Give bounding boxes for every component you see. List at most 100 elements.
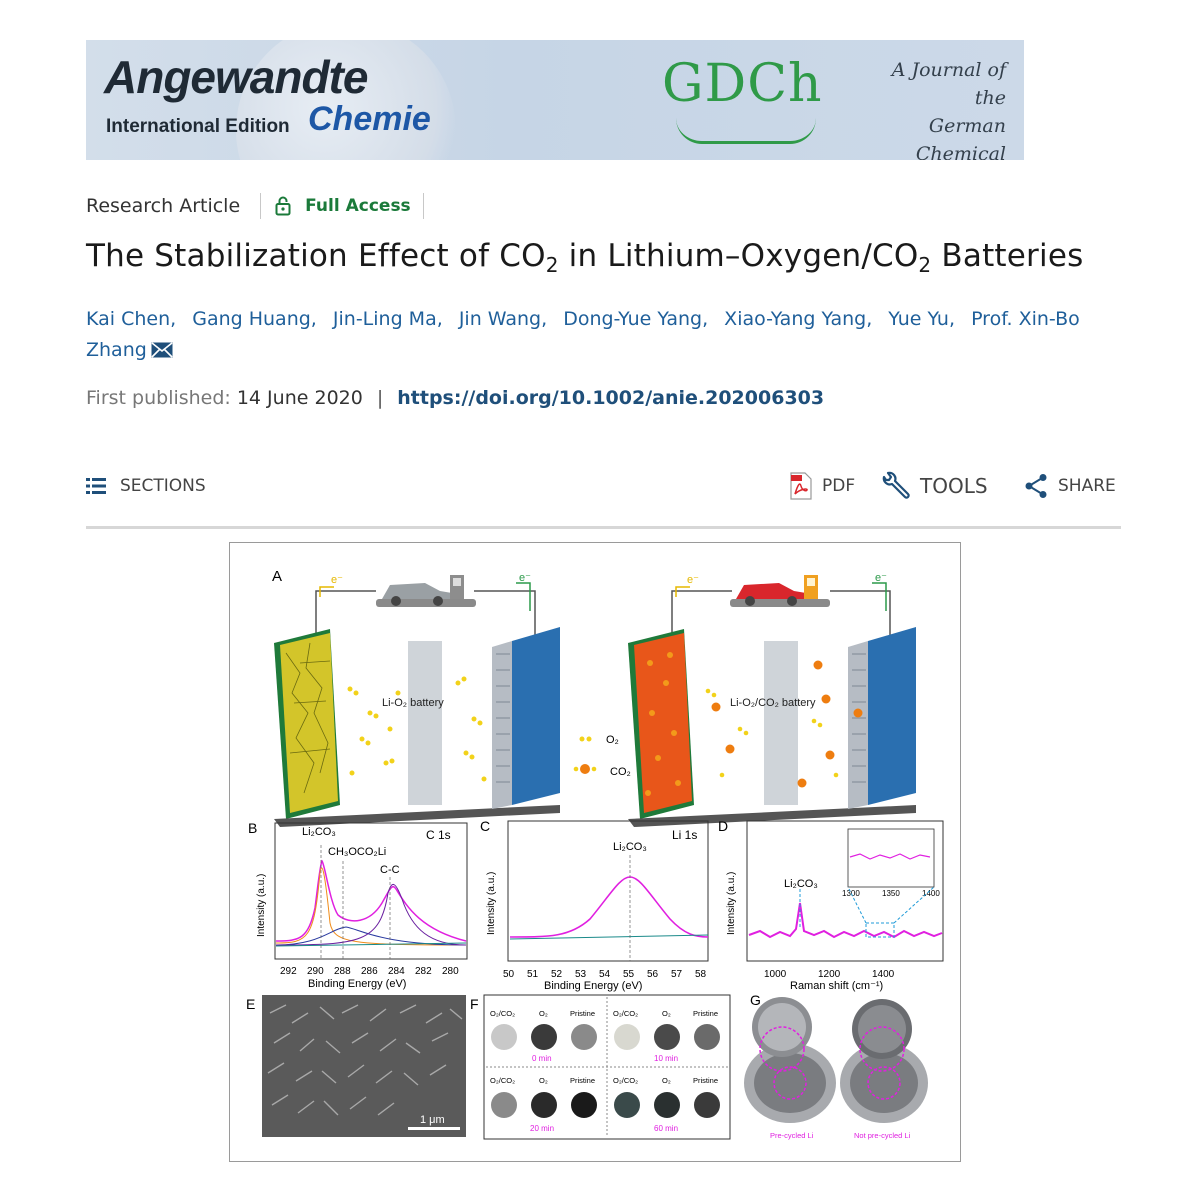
left-battery-label: Li-O₂ battery <box>382 697 444 709</box>
electron-label: e⁻ <box>875 572 887 584</box>
legend-co2: CO₂ <box>610 766 631 778</box>
tools-label: TOOLS <box>920 474 988 498</box>
svg-text:290: 290 <box>307 966 324 977</box>
svg-text:1350: 1350 <box>882 889 900 898</box>
svg-text:282: 282 <box>415 966 432 977</box>
svg-text:51: 51 <box>527 969 539 980</box>
svg-text:1400: 1400 <box>872 969 895 980</box>
banner-globe-graphic <box>236 40 456 160</box>
y-axis-label: Intensity (a.u.) <box>726 872 737 935</box>
first-published-date: 14 June 2020 <box>236 387 363 409</box>
x-tick-labels: 1000 1200 1400 <box>764 969 895 980</box>
access-label: Full Access <box>305 196 411 216</box>
figure-panel-g: G Pre-cycled Li Not pre-cycled Li <box>744 992 928 1140</box>
panel-letter-d: D <box>718 818 728 834</box>
x-tick-labels: 292 290 288 286 284 282 280 <box>280 966 459 977</box>
author-link[interactable]: Prof. Xin-Bo Zhang <box>86 308 1080 361</box>
journal-edition: International Edition <box>106 116 290 137</box>
tools-button[interactable]: TOOLS <box>880 466 988 506</box>
envelope-icon[interactable] <box>151 342 173 358</box>
author-link[interactable]: Yue Yu, <box>888 308 956 330</box>
separator: | <box>376 387 384 409</box>
electron-label: e⁻ <box>519 572 531 584</box>
peak-label: C-C <box>380 864 400 876</box>
electron-label: e⁻ <box>687 574 699 586</box>
pdf-button[interactable]: PDF <box>790 466 855 506</box>
doi-link[interactable]: https://doi.org/10.1002/anie.202006303 <box>397 387 825 409</box>
article-meta-row: Research Article Full Access <box>86 190 424 222</box>
x-axis-label: Binding Energy (eV) <box>544 980 642 992</box>
svg-text:1400: 1400 <box>922 889 940 898</box>
figure-panel-d: D Li₂CO₃ 1300 1350 1400 Intensity (a.u.)… <box>718 818 944 992</box>
author-link[interactable]: Xiao-Yang Yang, <box>724 308 873 330</box>
graphical-abstract-figure[interactable]: A e⁻ e⁻ <box>229 542 961 1162</box>
peak-label: Li₂CO₃ <box>784 878 818 890</box>
svg-text:O₂/CO₂: O₂/CO₂ <box>490 1009 515 1018</box>
svg-text:Pristine: Pristine <box>693 1009 718 1018</box>
unlock-icon <box>275 196 291 216</box>
toolbar-divider <box>86 526 1121 529</box>
time-labels: 0 min 10 min 20 min 60 min <box>530 1054 678 1133</box>
list-icon <box>86 478 106 494</box>
panel-letter-b: B <box>248 820 257 836</box>
svg-text:56: 56 <box>647 969 659 980</box>
svg-text:Pristine: Pristine <box>570 1076 595 1085</box>
svg-text:0 min: 0 min <box>532 1054 552 1063</box>
first-published-label: First published: <box>86 387 231 409</box>
panel-letter-c: C <box>480 818 490 834</box>
author-link[interactable]: Jin Wang, <box>458 308 548 330</box>
svg-text:O₂: O₂ <box>539 1076 548 1085</box>
scalebar-label: 1 μm <box>420 1114 445 1126</box>
x-axis-label: Binding Energy (eV) <box>308 978 406 990</box>
svg-text:O₂: O₂ <box>662 1009 671 1018</box>
x-tick-labels: 50 51 52 53 54 55 56 57 58 <box>503 969 707 980</box>
svg-text:54: 54 <box>599 969 611 980</box>
author-list: Kai Chen, Gang Huang, Jin-Ling Ma, Jin W… <box>86 304 1126 366</box>
legend-o2: O₂ <box>606 734 619 746</box>
svg-text:280: 280 <box>442 966 459 977</box>
gdch-logo-arc <box>676 118 816 144</box>
chart-title: Li 1s <box>672 828 697 842</box>
journal-name: Angewandte <box>104 51 368 103</box>
panel-letter-f: F <box>470 996 479 1012</box>
article-type: Research Article <box>86 195 241 217</box>
caption-pre-cycled: Pre-cycled Li <box>770 1131 814 1140</box>
author-link[interactable]: Kai Chen, <box>86 308 177 330</box>
share-label: SHARE <box>1058 476 1116 496</box>
dish-headers: O₂/CO₂ O₂ Pristine O₂/CO₂ O₂ Pristine O₂/CO₂… <box>490 1009 718 1085</box>
divider <box>260 193 262 219</box>
journal-banner[interactable]: Angewandte International Edition Chemie … <box>86 40 1024 160</box>
electron-label: e⁻ <box>331 574 343 586</box>
panel-letter-a: A <box>272 568 282 585</box>
svg-text:53: 53 <box>575 969 587 980</box>
svg-text:288: 288 <box>334 966 351 977</box>
share-button[interactable]: SHARE <box>1024 466 1116 506</box>
author-link[interactable]: Dong-Yue Yang, <box>563 308 709 330</box>
svg-text:O₂/CO₂: O₂/CO₂ <box>613 1076 638 1085</box>
svg-text:O₂: O₂ <box>539 1009 548 1018</box>
svg-text:Pristine: Pristine <box>570 1009 595 1018</box>
figure-panel-c: C Li₂CO₃ Li 1s Intensity (a.u.) 50 51 52… <box>480 818 709 992</box>
caption-not-pre-cycled: Not pre-cycled Li <box>854 1131 911 1140</box>
svg-text:57: 57 <box>671 969 683 980</box>
y-axis-label: Intensity (a.u.) <box>256 874 267 937</box>
svg-text:20 min: 20 min <box>530 1124 554 1133</box>
article-title: The Stabilization Effect of CO2 in Lithi… <box>86 238 1084 277</box>
publication-info: First published: 14 June 2020 | https://… <box>86 387 824 409</box>
author-link[interactable]: Jin-Ling Ma, <box>332 308 443 330</box>
journal-name-chemie: Chemie <box>308 100 431 138</box>
pdf-icon <box>790 472 812 500</box>
peak-label: Li₂CO₃ <box>613 841 647 853</box>
panel-letter-e: E <box>246 996 255 1012</box>
figure-panel-f: F O₂/CO₂ O₂ Pristine O₂/CO₂ O₂ Pristine O₂/C… <box>470 994 731 1140</box>
share-icon <box>1025 474 1047 498</box>
access-badge: Full Access <box>275 196 411 216</box>
gdch-logo: GDCh <box>662 54 823 114</box>
svg-text:58: 58 <box>695 969 707 980</box>
sections-label: SECTIONS <box>120 476 206 496</box>
svg-text:292: 292 <box>280 966 297 977</box>
svg-text:286: 286 <box>361 966 378 977</box>
svg-text:284: 284 <box>388 966 405 977</box>
sections-button[interactable]: SECTIONS <box>86 466 206 506</box>
author-link[interactable]: Gang Huang, <box>192 308 317 330</box>
